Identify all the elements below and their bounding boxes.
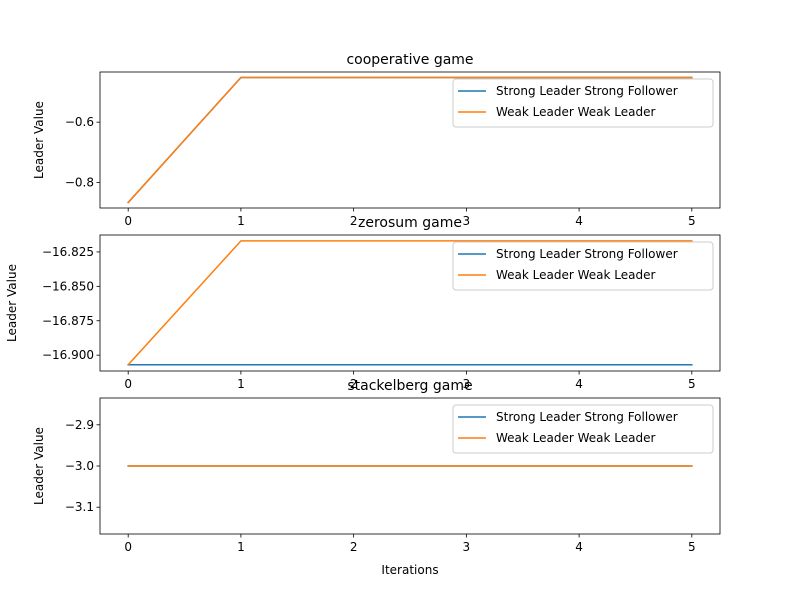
x-tick-label: 4	[575, 377, 583, 391]
y-tick-label: −2.9	[65, 418, 94, 432]
x-tick-label: 4	[575, 540, 583, 554]
legend-label-2: Weak Leader Weak Leader	[496, 105, 655, 119]
x-tick-label: 0	[124, 377, 132, 391]
legend-box	[452, 241, 714, 291]
y-axis-label: Leader Value	[32, 101, 46, 179]
x-tick-label: 4	[575, 214, 583, 228]
x-axis-label: Iterations	[381, 563, 438, 577]
legend-label-2: Weak Leader Weak Leader	[496, 268, 655, 282]
legend-label-1: Strong Leader Strong Follower	[496, 247, 678, 261]
legend: Strong Leader Strong Follower Weak Leader…	[452, 241, 714, 291]
legend: Strong Leader Strong Follower Weak Leader…	[452, 404, 714, 454]
x-tick-label: 2	[350, 214, 358, 228]
x-tick-label: 5	[688, 377, 696, 391]
series-line-2	[127, 240, 693, 366]
subplot-3: 0 1 2 3 4 5 −3.1 −3.0 −2.9 Leader Value Iterations…	[32, 378, 721, 577]
legend-box	[452, 404, 714, 454]
y-tick-label: −0.6	[65, 115, 94, 129]
x-tick-label: 1	[237, 377, 245, 391]
y-tick-label: −0.8	[65, 176, 94, 190]
y-tick-label: −16.850	[42, 279, 94, 293]
subplot-title: cooperative game	[346, 52, 473, 68]
legend-label-1: Strong Leader Strong Follower	[496, 84, 678, 98]
x-tick-label: 1	[237, 540, 245, 554]
subplot-title: zerosum game	[358, 215, 462, 231]
x-tick-label: 0	[124, 540, 132, 554]
y-tick-label: −16.825	[42, 245, 94, 259]
y-axis-label: Leader Value	[5, 264, 19, 342]
legend-box	[452, 78, 714, 128]
y-tick-label: −3.1	[65, 500, 94, 514]
x-tick-label: 1	[237, 214, 245, 228]
subplot-title: stackelberg game	[347, 378, 472, 394]
x-tick-label: 2	[350, 377, 358, 391]
x-tick-label: 0	[124, 214, 132, 228]
x-tick-label: 5	[688, 540, 696, 554]
series-line-2	[127, 76, 693, 204]
x-tick-label: 3	[463, 214, 471, 228]
subplot-2: 0 1 2 3 4 5 −16.900 −16.875 −16.850 −16.825 Leader…	[5, 215, 721, 391]
x-tick-label: 2	[350, 540, 358, 554]
y-tick-label: −3.0	[65, 459, 94, 473]
legend-label-2: Weak Leader Weak Leader	[496, 431, 655, 445]
axes-frame	[99, 234, 721, 372]
y-tick-label: −16.900	[42, 348, 94, 362]
axes-frame	[99, 71, 721, 209]
x-tick-label: 3	[463, 540, 471, 554]
legend-label-1: Strong Leader Strong Follower	[496, 410, 678, 424]
x-tick-label: 3	[463, 377, 471, 391]
y-axis-label: Leader Value	[32, 427, 46, 505]
y-tick-label: −16.875	[42, 314, 94, 328]
x-tick-label: 5	[688, 214, 696, 228]
subplot-1: 0 1 2 3 4 5 −0.8 −0.6 Leader Value cooperative ga…	[32, 52, 721, 228]
legend: Strong Leader Strong Follower Weak Leader…	[452, 78, 714, 128]
